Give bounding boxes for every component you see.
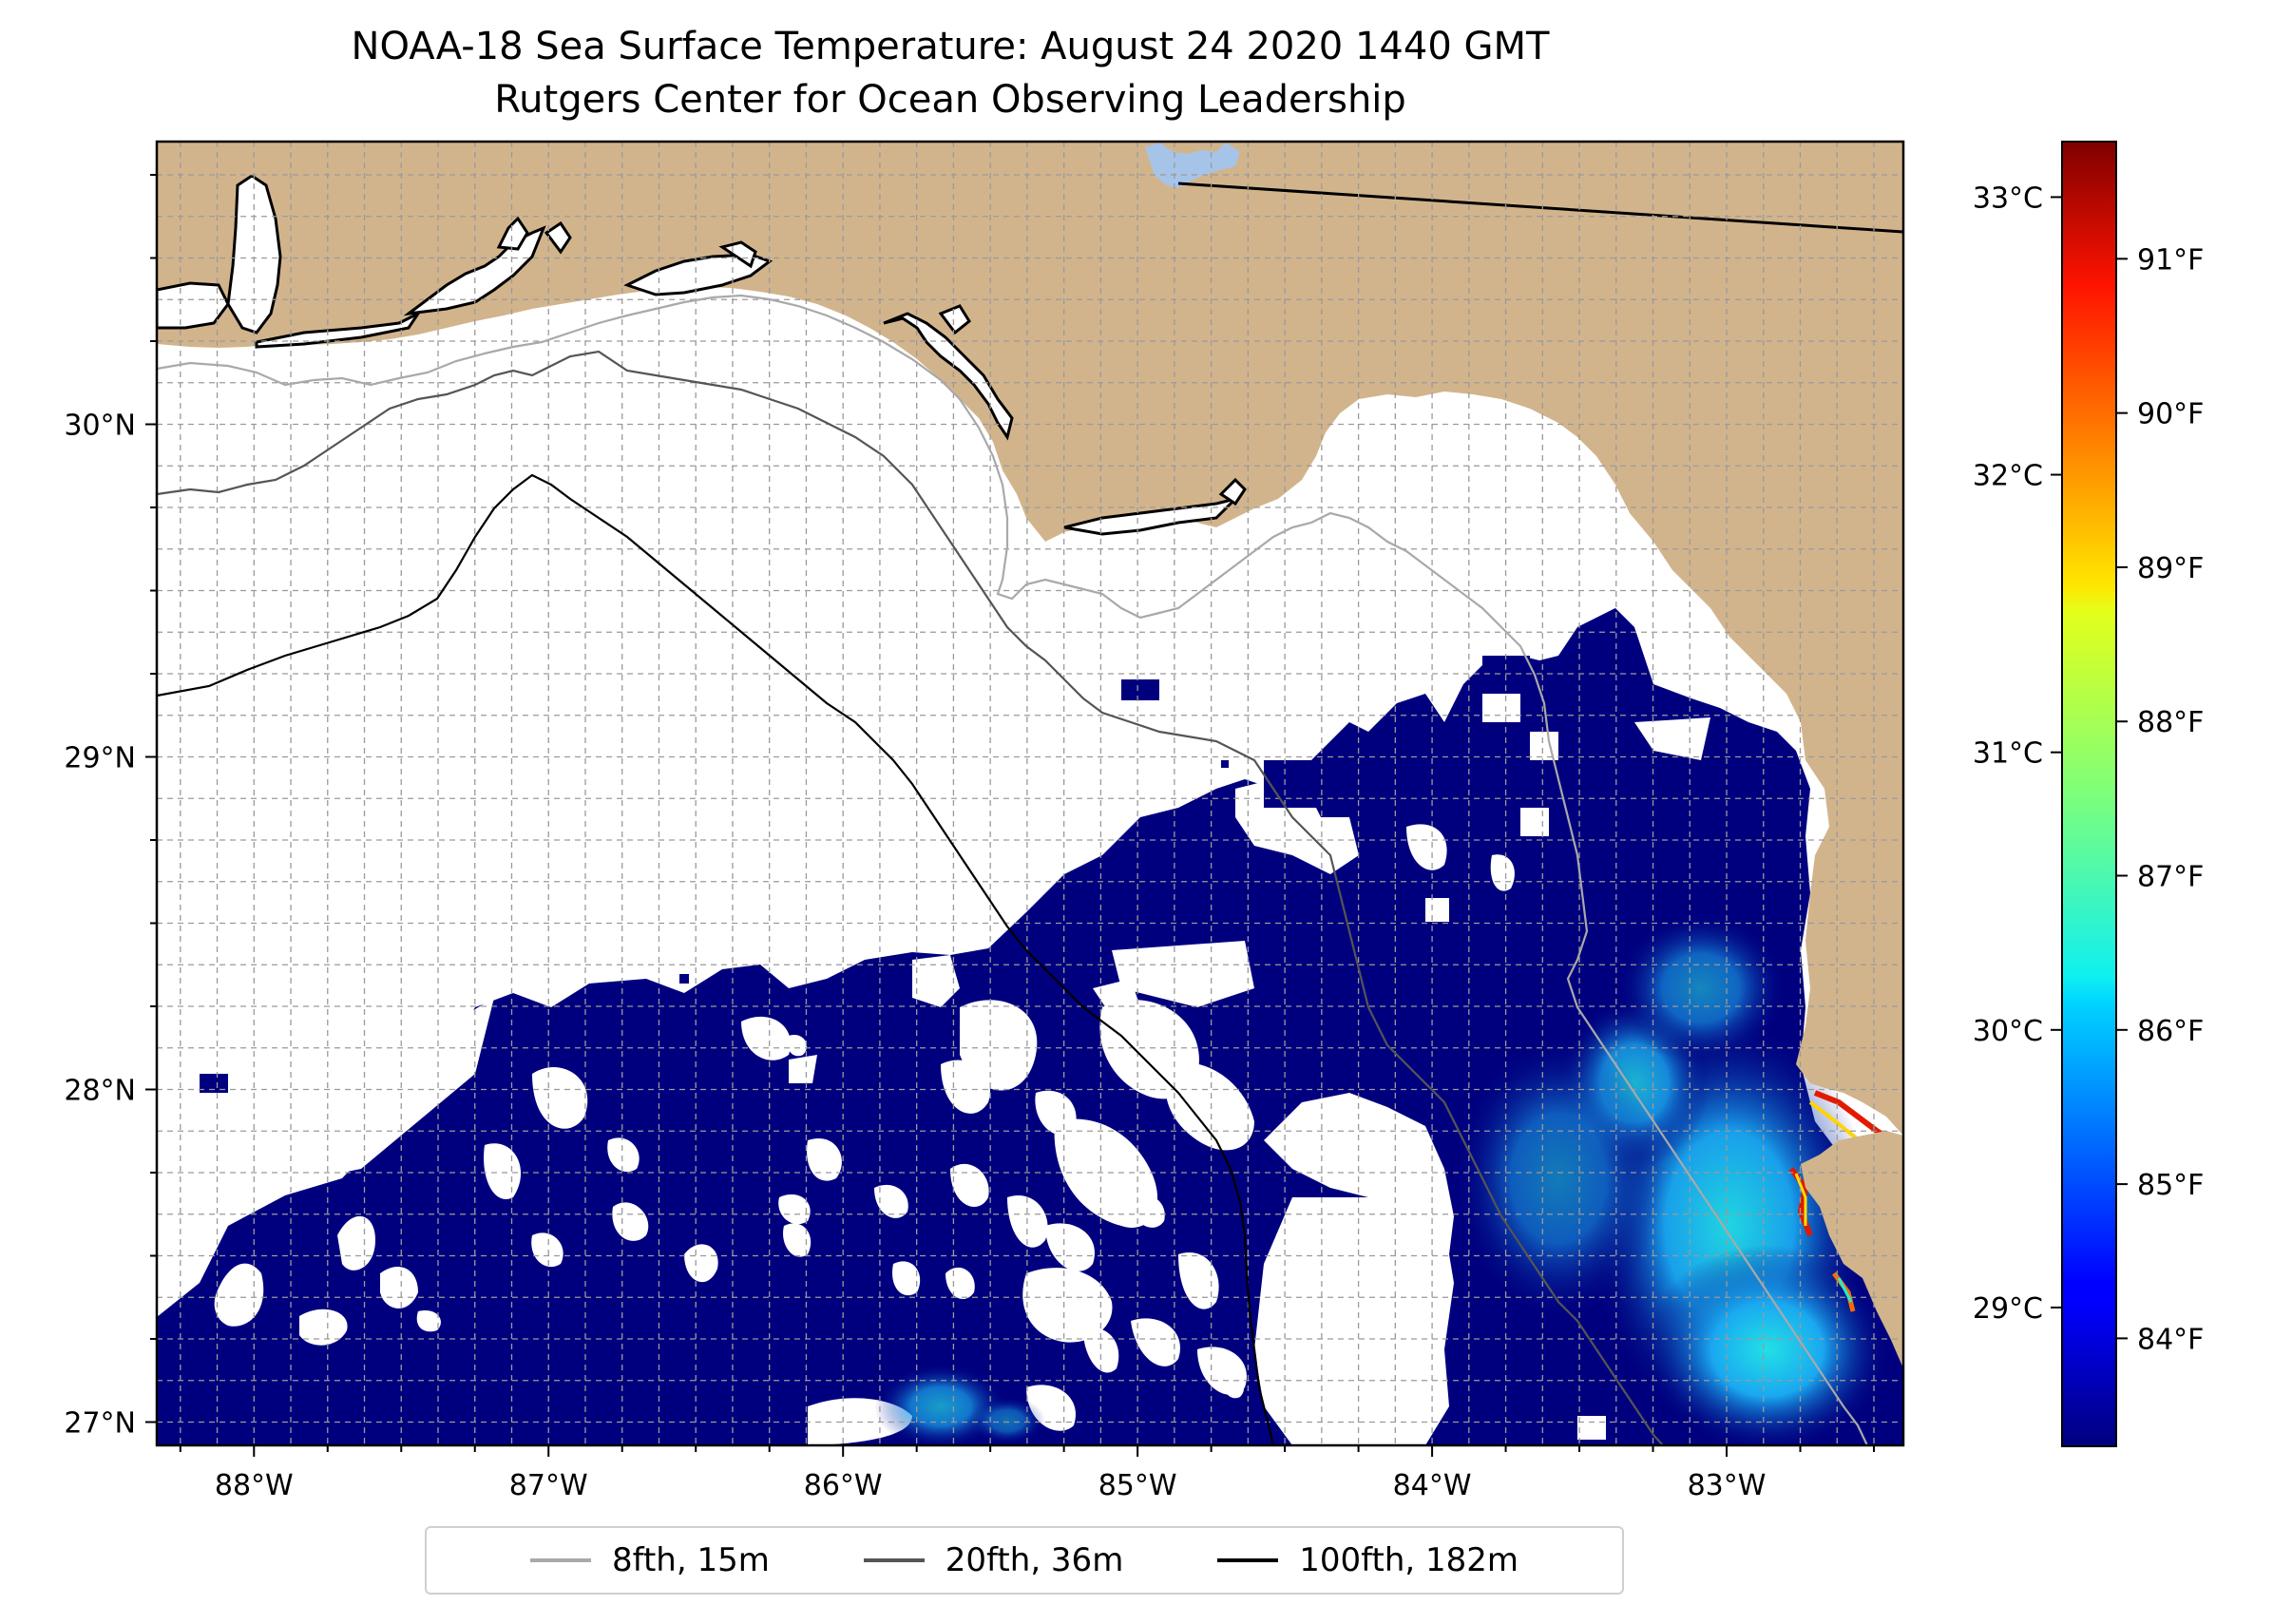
map-content — [157, 142, 1903, 1445]
lon-tick-label: 84°W — [1393, 1469, 1472, 1502]
lon-tick-label: 85°W — [1098, 1469, 1177, 1502]
colorbar-fahrenheit-label: 89°F — [2137, 552, 2204, 585]
colorbar-celsius-label: 32°C — [1973, 460, 2043, 493]
land-area — [157, 142, 1903, 1368]
isobath-legend: 8fth, 15m 20fth, 36m 100fth, 182m — [425, 1526, 1624, 1595]
colorbar-celsius-label: 31°C — [1973, 737, 2043, 771]
colorbar-celsius-label: 29°C — [1973, 1292, 2043, 1326]
axis-labels: 88°W 87°W 86°W 85°W 84°W 83°W 27°N 28°N 29°N 30°N — [64, 410, 1766, 1503]
legend-item-100fth: 100fth, 182m — [1217, 1541, 1518, 1579]
colorbar-ticks — [2051, 196, 2128, 1340]
lat-tick-label: 30°N — [64, 410, 136, 443]
colorbar-fahrenheit-label: 87°F — [2137, 861, 2204, 894]
isobath-100fth — [157, 473, 1275, 1445]
colorbar-fahrenheit-label: 86°F — [2137, 1015, 2204, 1048]
axis-ticks — [145, 174, 1876, 1457]
colorbar-fahrenheit-label: 90°F — [2137, 398, 2204, 431]
lat-tick-label: 28°N — [64, 1075, 136, 1108]
legend-label: 20fth, 36m — [945, 1541, 1124, 1579]
lon-tick-label: 86°W — [804, 1469, 883, 1502]
legend-item-8fth: 8fth, 15m — [529, 1541, 770, 1579]
isolated-data-pixels — [200, 608, 1634, 1093]
lat-tick-label: 29°N — [64, 742, 136, 775]
colorbar-celsius-label: 33°C — [1973, 182, 2043, 215]
colorbar-fahrenheit-label: 88°F — [2137, 706, 2204, 739]
legend-label: 8fth, 15m — [611, 1541, 770, 1579]
legend-swatch-20fth — [863, 1558, 925, 1562]
colorbar-fahrenheit-label: 84°F — [2137, 1323, 2204, 1356]
colorbar-fahrenheit-label: 85°F — [2137, 1169, 2204, 1202]
lake — [1145, 143, 1240, 188]
colorbar-labels: 29°C 30°C 31°C 32°C 33°C 84°F 85°F 86°F 87°F 88°F… — [1973, 182, 2205, 1356]
colorbar-gradient — [2061, 141, 2117, 1447]
legend-swatch-8fth — [529, 1558, 591, 1562]
bays — [157, 174, 1247, 536]
lon-tick-label: 87°W — [509, 1469, 588, 1502]
legend-swatch-100fth — [1217, 1558, 1279, 1562]
legend-item-20fth: 20fth, 36m — [863, 1541, 1124, 1579]
colorbar-celsius-label: 30°C — [1973, 1015, 2043, 1048]
gridlines — [157, 142, 1903, 1445]
isobath-20fth — [157, 350, 1664, 1445]
state-boundary — [1177, 182, 1903, 234]
colorbar-fahrenheit-label: 91°F — [2137, 243, 2204, 277]
isobath-8fth — [157, 294, 1868, 1445]
map-frame — [155, 140, 1905, 1447]
map-title: NOAA-18 Sea Surface Temperature: August … — [351, 25, 1550, 68]
legend-label: 100fth, 182m — [1299, 1541, 1519, 1579]
lat-tick-label: 27°N — [64, 1407, 136, 1441]
map-subtitle: Rutgers Center for Ocean Observing Leade… — [494, 78, 1406, 122]
lon-tick-label: 88°W — [215, 1469, 294, 1502]
lon-tick-label: 83°W — [1688, 1469, 1767, 1502]
